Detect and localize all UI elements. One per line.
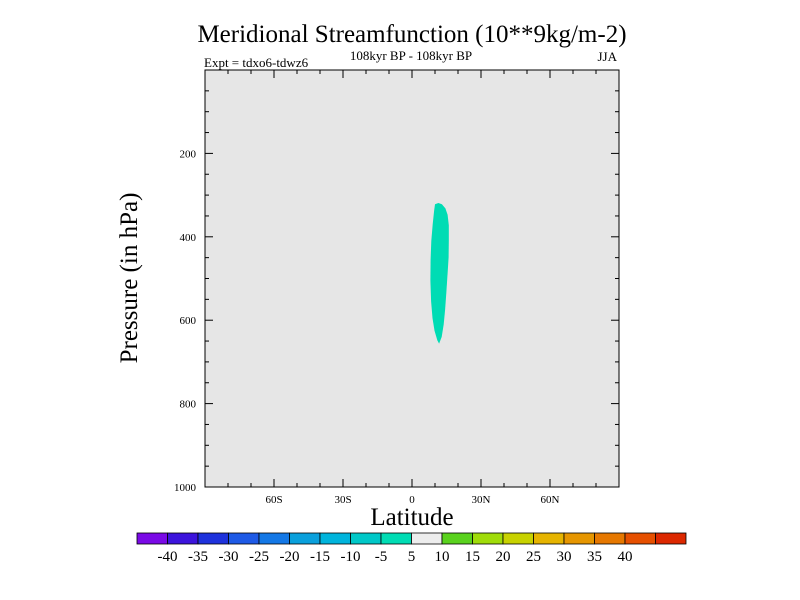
chart-title: Meridional Streamfunction (10**9kg/m-2)	[197, 21, 626, 48]
colorbar-label: -30	[219, 549, 239, 565]
colorbar-box	[502, 532, 534, 545]
colorbar-label: -5	[375, 549, 388, 565]
y-tick-label: 1000	[174, 482, 197, 494]
colorbar-label: 5	[408, 549, 416, 565]
experiment-label: Expt = tdxo6-tdwz6	[204, 55, 309, 70]
colorbar-label: 10	[435, 549, 450, 565]
y-axis-label: Pressure (in hPa)	[116, 193, 143, 364]
colorbar-label: 40	[618, 549, 633, 565]
season-label: JJA	[597, 49, 617, 64]
colorbar-labels: -40 -35 -30 -25 -20 -15 -10 -5 5 10 15 20 25 30 35 40	[158, 549, 633, 565]
y-tick-labels: 200 400 600 800 1000	[174, 148, 197, 494]
colorbar-box	[624, 532, 656, 545]
x-axis-label: Latitude	[370, 504, 453, 531]
plot-frame	[204, 69, 620, 488]
x-tick-label: 60N	[541, 494, 560, 506]
colorbar-label: 30	[557, 549, 572, 565]
colorbar-box	[167, 532, 199, 545]
colorbar-box	[441, 532, 473, 545]
colorbar-label: -20	[280, 549, 300, 565]
colorbar-box	[136, 532, 168, 545]
colorbar-label: 25	[526, 549, 541, 565]
colorbar	[136, 532, 687, 545]
colorbar-box	[197, 532, 229, 545]
colorbar-box	[472, 532, 504, 545]
colorbar-label: 15	[465, 549, 480, 565]
contour-region	[430, 203, 449, 344]
x-tick-labels: 60S 30S 0 30N 60N	[265, 494, 559, 506]
colorbar-label: 20	[496, 549, 511, 565]
colorbar-box	[594, 532, 626, 545]
colorbar-label: -35	[188, 549, 208, 565]
x-tick-label: 30S	[334, 494, 351, 506]
axis-ticks	[205, 70, 619, 487]
colorbar-label: -10	[341, 549, 361, 565]
colorbar-label: 35	[587, 549, 602, 565]
y-tick-label: 400	[180, 232, 197, 244]
plot-background	[205, 70, 619, 487]
chart-subtitle: 108kyr BP - 108kyr BP	[350, 48, 472, 63]
colorbar-box	[258, 532, 290, 545]
colorbar-label: -40	[158, 549, 178, 565]
colorbar-box	[411, 532, 443, 545]
colorbar-label: -25	[249, 549, 269, 565]
colorbar-box	[380, 532, 412, 545]
y-tick-label: 800	[180, 399, 197, 411]
colorbar-box	[655, 532, 687, 545]
x-tick-label: 30N	[472, 494, 491, 506]
colorbar-box	[350, 532, 382, 545]
x-tick-label: 60S	[265, 494, 282, 506]
colorbar-box	[289, 532, 321, 545]
colorbar-box	[533, 532, 565, 545]
y-tick-label: 200	[180, 148, 197, 160]
colorbar-box	[563, 532, 595, 545]
colorbar-box	[228, 532, 260, 545]
colorbar-label: -15	[310, 549, 330, 565]
y-tick-label: 600	[180, 315, 197, 327]
x-tick-label: 0	[409, 494, 415, 506]
colorbar-box	[319, 532, 351, 545]
